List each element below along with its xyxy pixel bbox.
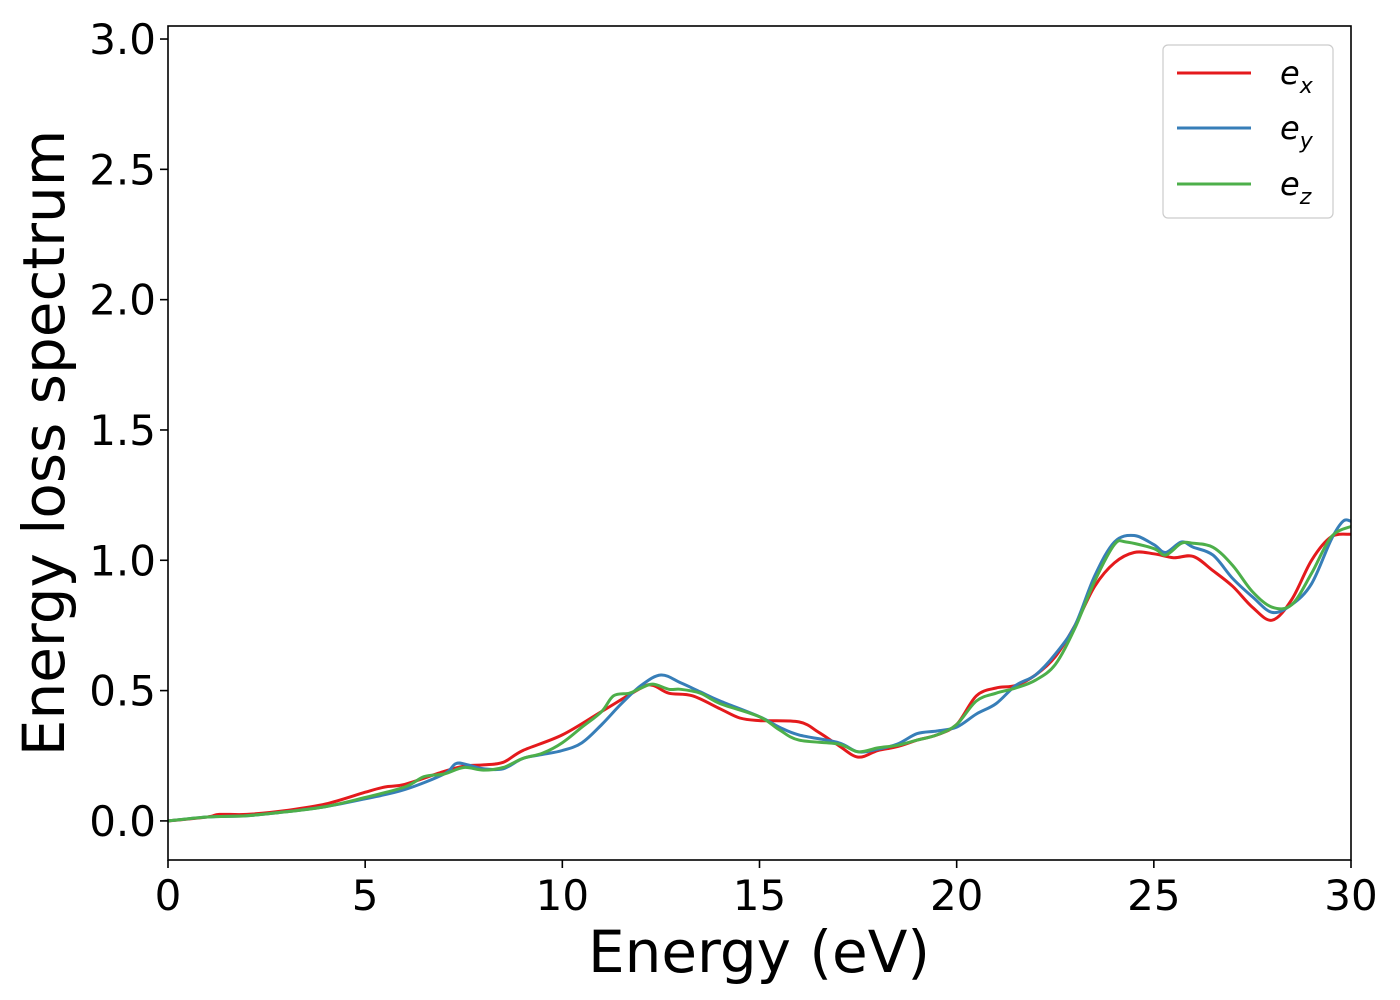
legend-label: ez — [1280, 165, 1312, 210]
x-axis: 0 5 10 15 20 25 30 — [155, 860, 1378, 920]
legend-label-base: e — [1280, 109, 1300, 147]
x-tick-label: 15 — [733, 871, 786, 920]
y-tick-label: 0.5 — [89, 667, 156, 716]
y-tick-label: 1.5 — [89, 406, 156, 455]
x-tick-label: 30 — [1324, 871, 1377, 920]
series-layer — [168, 518, 1351, 823]
y-axis-label: Energy loss spectrum — [10, 130, 78, 756]
legend-label-base: e — [1280, 165, 1300, 203]
y-tick-label: 2.5 — [89, 145, 156, 194]
x-axis-label: Energy (eV) — [588, 918, 930, 986]
legend-frame — [1162, 44, 1334, 219]
series-line-z — [168, 524, 1351, 823]
y-tick-label: 0.0 — [89, 797, 156, 846]
x-tick-label: 5 — [352, 871, 379, 920]
legend-label: ex — [1280, 54, 1314, 99]
legend-label: ey — [1280, 109, 1314, 154]
y-tick-label: 1.0 — [89, 536, 156, 585]
x-tick-label: 25 — [1127, 871, 1180, 920]
x-tick-label: 10 — [536, 871, 589, 920]
y-tick-label: 2.0 — [89, 276, 156, 325]
legend-label-base: e — [1280, 54, 1300, 92]
legend-label-sub: z — [1299, 185, 1312, 210]
x-tick-label: 20 — [930, 871, 983, 920]
y-axis: 0.0 0.5 1.0 1.5 2.0 2.5 3.0 — [89, 15, 168, 846]
x-tick-label: 0 — [155, 871, 182, 920]
legend-label-sub: y — [1299, 129, 1314, 154]
y-tick-label: 3.0 — [89, 15, 156, 64]
legend-label-sub: x — [1299, 74, 1314, 99]
